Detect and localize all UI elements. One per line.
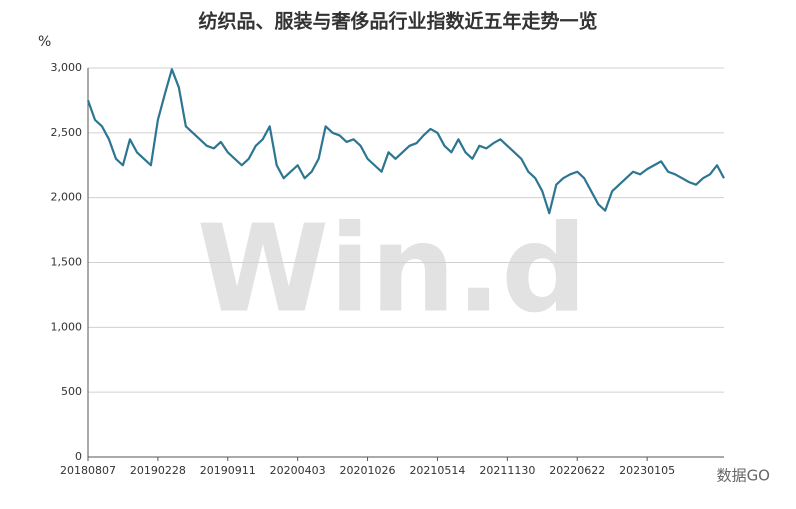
watermark: Win.d [197,201,587,340]
source: 数据GO [717,467,770,485]
y-tick-label: 2,500 [51,126,83,139]
x-tick-label: 20201026 [340,464,396,477]
x-tick-label: 20211130 [479,464,535,477]
x-tick-label: 20180807 [60,464,116,477]
x-tick-label: 20220622 [549,464,605,477]
x-tick-label: 20190228 [130,464,186,477]
chart-title: 纺织品、服装与奢侈品行业指数近五年走势一览 [198,10,597,33]
y-tick-label: 3,000 [51,61,83,74]
y-tick-label: 500 [61,385,82,398]
y-unit: % [38,34,51,50]
x-tick-label: 20230105 [619,464,675,477]
x-tick-label: 20190911 [200,464,256,477]
y-tick-label: 1,500 [51,256,83,269]
y-tick-label: 2,000 [51,191,83,204]
y-tick-label: 0 [75,450,82,463]
x-tick-label: 20200403 [270,464,326,477]
y-tick-label: 1,000 [51,320,83,333]
x-tick-label: 20210514 [409,464,465,477]
series-line [86,68,725,215]
